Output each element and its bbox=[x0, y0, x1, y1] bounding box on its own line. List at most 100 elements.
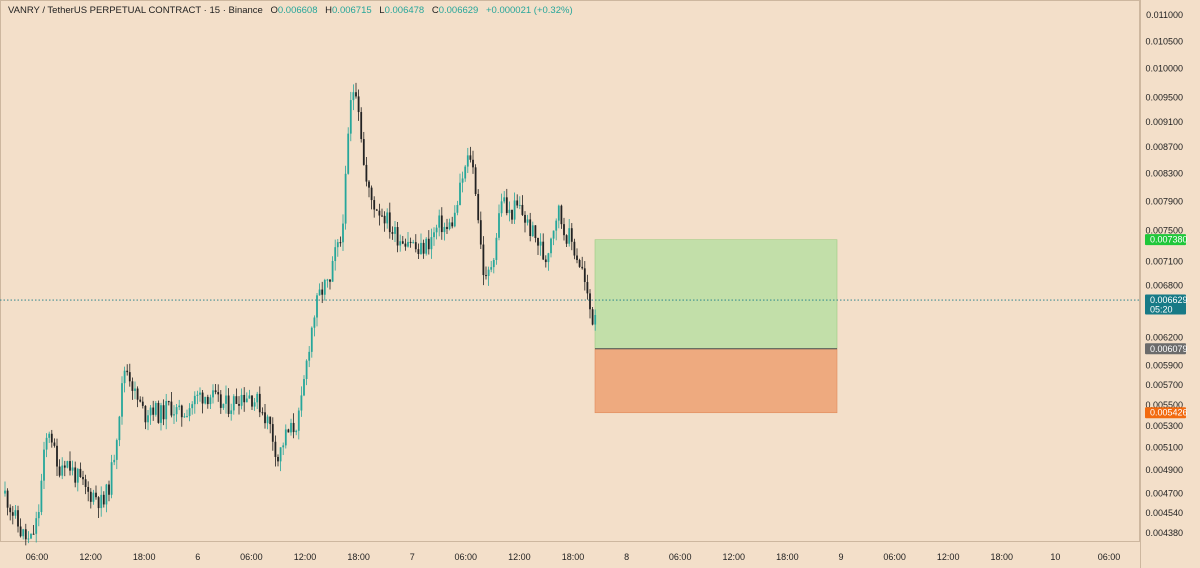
candle-body bbox=[110, 462, 113, 495]
candle-body bbox=[121, 383, 123, 417]
candle-body bbox=[113, 459, 116, 463]
candle-body bbox=[394, 227, 396, 234]
candle-body bbox=[66, 461, 69, 468]
candle-body bbox=[414, 242, 417, 250]
candle-body bbox=[557, 205, 560, 221]
entry-price-label: 0.006079 bbox=[1150, 344, 1188, 354]
candle-body bbox=[95, 492, 97, 498]
candle-body bbox=[336, 242, 339, 248]
candle-body bbox=[576, 255, 578, 261]
candle-body bbox=[323, 279, 326, 295]
candle-body bbox=[11, 512, 14, 516]
candle-body bbox=[344, 173, 347, 224]
candle-body bbox=[365, 164, 368, 182]
y-tick-label: 0.004380 bbox=[1145, 528, 1183, 538]
candle-body bbox=[27, 538, 30, 540]
candle-body bbox=[534, 225, 537, 238]
candle-body bbox=[84, 479, 87, 487]
candle-body bbox=[139, 399, 142, 402]
candle-body bbox=[157, 402, 160, 423]
profit-zone[interactable] bbox=[594, 239, 838, 350]
candle-body bbox=[136, 388, 139, 400]
candle-body bbox=[412, 242, 415, 244]
candle-body bbox=[316, 295, 318, 318]
candle-body bbox=[448, 222, 451, 230]
candle-body bbox=[186, 416, 188, 418]
candle-body bbox=[456, 204, 459, 213]
candle-body bbox=[180, 405, 183, 418]
candle-body bbox=[368, 181, 370, 188]
candle-body bbox=[347, 133, 350, 174]
y-tick-label: 0.004700 bbox=[1145, 489, 1183, 499]
candle-body bbox=[313, 317, 316, 328]
candle-body bbox=[409, 241, 412, 243]
candle-body bbox=[131, 381, 134, 391]
x-tick-label: 06:00 bbox=[240, 552, 263, 562]
loss-zone[interactable] bbox=[594, 348, 838, 414]
low-label: L bbox=[379, 5, 385, 16]
candle-body bbox=[451, 222, 454, 227]
candle-body bbox=[128, 372, 131, 382]
candle-body bbox=[147, 415, 149, 423]
candle-body bbox=[209, 397, 212, 405]
candle-body bbox=[152, 407, 155, 415]
candle-body bbox=[141, 401, 144, 406]
candle-body bbox=[225, 395, 227, 404]
candle-body bbox=[43, 449, 45, 481]
candle-body bbox=[97, 497, 100, 509]
candle-body bbox=[550, 238, 552, 254]
candle-body bbox=[591, 309, 594, 325]
current-price-countdown: 05:20 bbox=[1150, 305, 1173, 315]
candle-body bbox=[118, 416, 121, 441]
candle-body bbox=[297, 410, 300, 431]
candle-body bbox=[500, 201, 503, 214]
candle-body bbox=[464, 166, 467, 179]
candle-body bbox=[422, 242, 425, 254]
candle-body bbox=[191, 404, 194, 409]
candle-body bbox=[570, 228, 573, 242]
candle-body bbox=[40, 480, 43, 513]
candle-body bbox=[201, 392, 204, 404]
x-tick-label: 06:00 bbox=[455, 552, 478, 562]
candle-body bbox=[100, 494, 103, 509]
candle-body bbox=[76, 468, 79, 483]
candle-body bbox=[375, 209, 378, 211]
candle-body bbox=[175, 407, 178, 415]
candle-body bbox=[386, 212, 389, 224]
plot-frame bbox=[0, 0, 1140, 542]
candle-body bbox=[459, 182, 461, 205]
candle-body bbox=[9, 507, 12, 513]
candle-body bbox=[279, 447, 282, 462]
symbol-title[interactable]: VANRY / TetherUS PERPETUAL CONTRACT · 15… bbox=[8, 5, 263, 16]
candle-body bbox=[214, 390, 217, 393]
x-tick-label: 18:00 bbox=[991, 552, 1014, 562]
y-tick-label: 0.005700 bbox=[1145, 380, 1183, 390]
candle-body bbox=[245, 398, 248, 403]
candle-body bbox=[240, 394, 243, 406]
candle-body bbox=[586, 282, 589, 294]
candle-body bbox=[248, 395, 251, 399]
candle-body bbox=[167, 401, 170, 403]
x-tick-label: 18:00 bbox=[347, 552, 370, 562]
candle-body bbox=[547, 253, 550, 263]
candle-body bbox=[108, 484, 110, 495]
candle-body bbox=[35, 518, 38, 534]
candle-body bbox=[204, 396, 207, 404]
y-tick-label: 0.007900 bbox=[1145, 196, 1183, 206]
candle-body bbox=[391, 232, 394, 234]
candle-body bbox=[74, 467, 77, 483]
candle-body bbox=[173, 414, 175, 416]
y-tick-label: 0.004540 bbox=[1145, 508, 1183, 518]
y-tick-label: 0.005500 bbox=[1145, 400, 1183, 410]
candle-body bbox=[401, 241, 404, 244]
candle-body bbox=[526, 219, 529, 223]
x-tick-label: 9 bbox=[838, 552, 843, 562]
candle-body bbox=[537, 237, 539, 246]
candle-body bbox=[144, 405, 147, 423]
candle-body bbox=[199, 392, 201, 395]
candle-body bbox=[490, 267, 493, 270]
candle-body bbox=[6, 490, 9, 508]
candle-body bbox=[399, 241, 402, 246]
